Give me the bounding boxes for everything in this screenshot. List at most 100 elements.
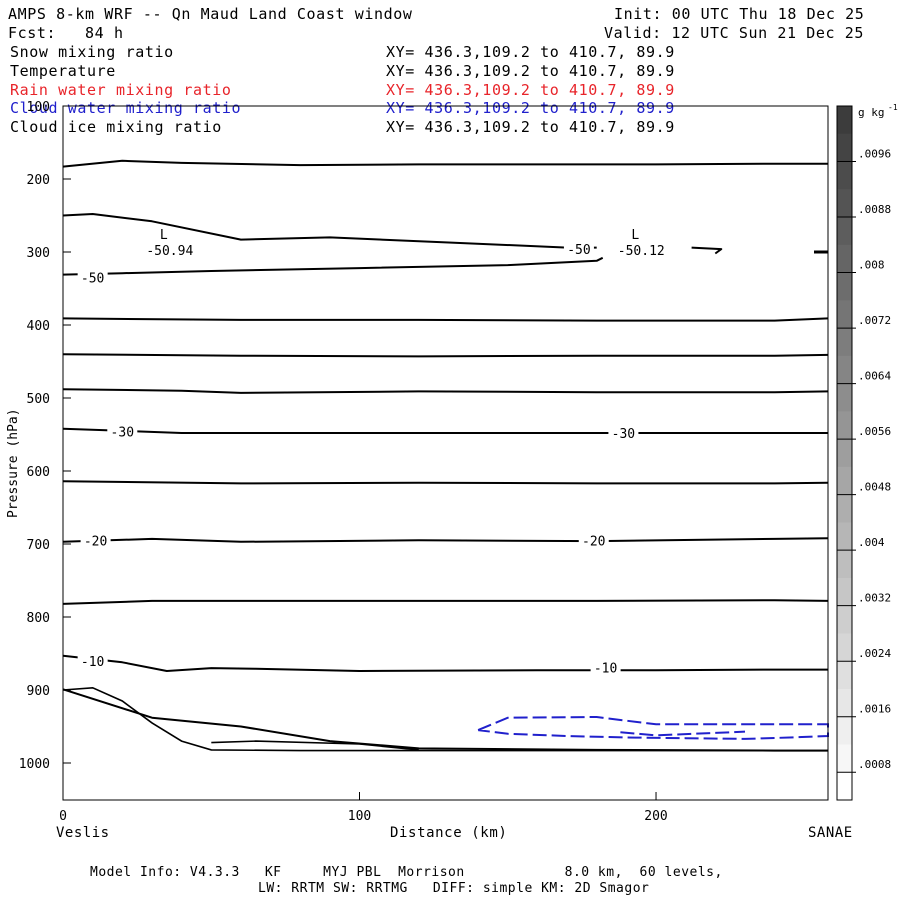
colorbar-bin-0	[837, 106, 852, 135]
colorbar-bin-19	[837, 633, 852, 662]
x-endpoint-left: Veslis	[56, 825, 110, 841]
y-tick-label-300: 300	[27, 246, 50, 261]
isotherm-label-10-1: -20	[582, 534, 605, 549]
colorbar-bin-2	[837, 161, 852, 190]
colorbar-bin-5	[837, 244, 852, 274]
colorbar-label-1: .0088	[858, 203, 891, 216]
terrain-group	[62, 686, 828, 752]
isotherm-line-12	[62, 654, 828, 672]
y-tick-label-1000: 1000	[19, 757, 50, 772]
field-cloudice-xy: XY= 436.3,109.2 to 410.7, 89.9	[386, 118, 675, 136]
colorbar-label-2: .008	[858, 259, 885, 272]
field-snow-xy: XY= 436.3,109.2 to 410.7, 89.9	[386, 43, 675, 61]
colorbar-bin-17	[837, 577, 852, 607]
colorbar-label-0: .0096	[858, 148, 891, 161]
colorbar-label-11: .0008	[858, 758, 891, 771]
isotherm-line-7	[62, 388, 829, 394]
isotherm-label-8-0: -30	[111, 426, 134, 441]
y-axis-label: Pressure (hPa)	[6, 408, 21, 518]
y-tick-label-800: 800	[27, 611, 50, 626]
isotherm-label-12-0: -10	[81, 655, 104, 670]
isotherm-line-4	[691, 246, 723, 255]
y-tick-label-900: 900	[27, 684, 50, 699]
isotherm-line-3	[62, 256, 604, 276]
colorbar-label-7: .004	[858, 536, 885, 549]
isotherm-line-9	[62, 480, 829, 485]
low-letter-2: L	[631, 228, 639, 243]
model-info-line1: Model Info: V4.3.3 KF MYJ PBL Morrison 8…	[90, 865, 723, 880]
colorbar-label-8: .0032	[858, 592, 891, 605]
y-tick-label-500: 500	[27, 392, 50, 407]
colorbar-bin-4	[837, 217, 852, 246]
isotherm-line-5	[62, 317, 829, 322]
isotherm-label-bg-2-0	[563, 241, 594, 257]
colorbar-bin-10	[837, 383, 852, 412]
isotherm-label-bg-8-0	[107, 423, 138, 439]
x-axis-label: Distance (km)	[390, 825, 507, 841]
y-tick-label-700: 700	[27, 538, 50, 553]
colorbar-label-6: .0048	[858, 481, 891, 494]
colorbar-bin-16	[837, 550, 852, 579]
isotherm-label-2-0: -50	[567, 243, 590, 258]
colorbar-frame	[836, 105, 853, 801]
isotherm-label-bg-3-0	[77, 269, 108, 285]
x-endpoint-right: SANAE	[808, 825, 853, 841]
isotherm-label-8-1: -30	[612, 427, 635, 442]
field-temperature-xy: XY= 436.3,109.2 to 410.7, 89.9	[386, 62, 675, 80]
colorbar-unit: g kg	[858, 106, 885, 119]
isotherm-line-6	[62, 353, 829, 358]
cloud-water-group	[477, 715, 829, 740]
colorbar-label-9: .0024	[858, 647, 891, 660]
colorbar-bin-20	[837, 661, 852, 690]
colorbar-bin-23	[837, 744, 852, 773]
colorbar-bin-11	[837, 411, 852, 440]
isotherm-line-8	[62, 427, 828, 434]
isotherm-line-1	[62, 159, 828, 168]
field-temperature-name: Temperature	[10, 62, 116, 80]
colorbar-bin-24	[837, 772, 852, 801]
colorbar-label-3: .0072	[858, 314, 891, 327]
isotherm-line-13	[62, 688, 828, 752]
colorbar-bin-9	[837, 355, 852, 385]
valid-time: Valid: 12 UTC Sun 21 Dec 25	[604, 24, 865, 42]
y-tick-label-400: 400	[27, 319, 50, 334]
isotherm-label-10-0: -20	[84, 534, 107, 549]
isotherm-label-bg-12-0	[77, 652, 108, 668]
isotherm-label-12-1: -10	[594, 661, 617, 676]
y-tick-label-100: 100	[27, 100, 50, 115]
isotherm-label-bg-10-0	[80, 532, 111, 548]
field-rain-name: Rain water mixing ratio	[10, 81, 232, 99]
forecast-hour: Fcst: 84 h	[8, 24, 124, 42]
colorbar-label-4: .0064	[858, 370, 891, 383]
y-tick-label-200: 200	[27, 173, 50, 188]
terrain-line	[62, 686, 828, 752]
contour-label-group: -50-50-30 -30-20 -20-10 -10L-50.94L-50.12	[77, 228, 665, 676]
colorbar-bin-7	[837, 300, 852, 329]
colorbar-bin-3	[837, 189, 852, 218]
colorbar-bin-6	[837, 272, 852, 301]
colorbar-label-5: .0056	[858, 425, 891, 438]
init-time: Init: 00 UTC Thu 18 Dec 25	[614, 5, 865, 23]
y-axis: 100 200 300 400 500 600 700 800 900 1000	[19, 100, 71, 772]
plot-frame	[62, 105, 829, 801]
colorbar: .0096 .0088 .008 .0072 .0064 .0056 .0048 .004 .0…	[836, 103, 898, 801]
field-cloudwater-name: Cloud water mixing ratio	[10, 99, 242, 117]
colorbar-bin-13	[837, 466, 852, 496]
colorbar-bin-8	[837, 328, 852, 357]
isotherm-label-bg-10-1	[578, 532, 609, 548]
colorbar-bin-18	[837, 605, 852, 634]
colorbar-bin-22	[837, 716, 852, 745]
model-info-line2: LW: RRTM SW: RRTMG DIFF: simple KM: 2D S…	[258, 881, 650, 896]
isotherm-line-2	[62, 213, 597, 249]
colorbar-unit-exponent: -1	[888, 103, 898, 112]
x-tick-label-200: 200	[644, 809, 667, 824]
field-cloudice-name: Cloud ice mixing ratio	[10, 118, 222, 136]
field-snow-name: Snow mixing ratio	[10, 43, 174, 61]
isotherm-label-bg-12-1	[590, 659, 621, 675]
chart-title: AMPS 8-km WRF -- Qn Maud Land Coast wind…	[8, 5, 413, 23]
x-axis: 0 100 200	[59, 792, 668, 824]
snow-contour-1	[211, 740, 419, 751]
colorbar-bin-1	[837, 133, 852, 163]
isotherm-line-10	[62, 537, 829, 543]
